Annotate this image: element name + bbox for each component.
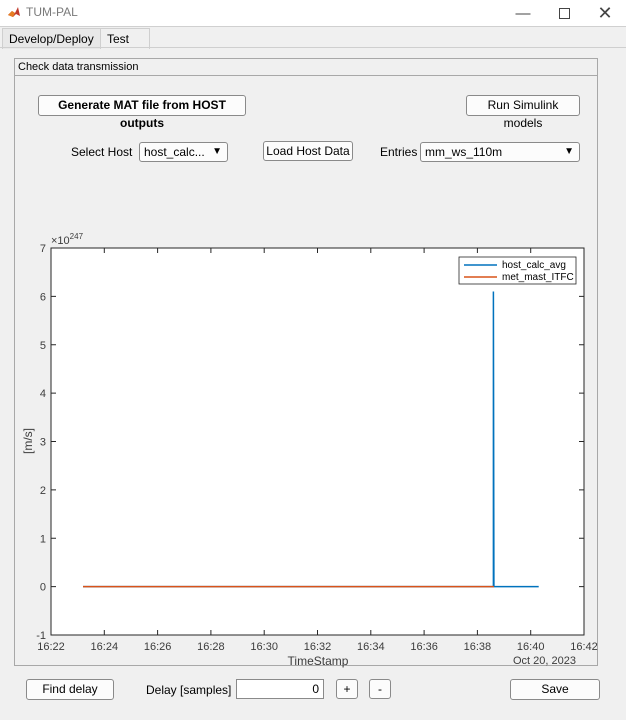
x-axis-date-label: Oct 20, 2023 <box>513 655 576 667</box>
x-tick-label: 16:24 <box>91 641 119 653</box>
x-tick-label: 16:36 <box>410 641 438 653</box>
titlebar-separator <box>0 26 626 27</box>
y-tick-label: 5 <box>40 340 46 352</box>
panel-title: Check data transmission <box>18 61 139 73</box>
y-tick-label: 2 <box>40 485 46 497</box>
y-tick-label: 0 <box>40 582 46 594</box>
run-simulink-button[interactable]: Run Simulink models <box>466 95 580 130</box>
x-tick-label: 16:26 <box>144 641 172 653</box>
x-tick-label: 16:32 <box>304 641 332 653</box>
decrement-button[interactable]: - <box>369 679 391 699</box>
legend-box <box>458 256 577 285</box>
maximize-icon[interactable] <box>544 0 584 26</box>
x-tick-label: 16:40 <box>517 641 545 653</box>
load-host-data-button[interactable]: Load Host Data <box>263 141 353 161</box>
entries-dropdown-value: mm_ws_110m <box>425 145 503 159</box>
generate-mat-button[interactable]: Generate MAT file from HOST outputs <box>38 95 246 130</box>
close-icon[interactable]: ✕ <box>597 2 613 23</box>
increment-button[interactable]: + <box>336 679 358 699</box>
plot-frame <box>50 247 585 636</box>
y-axis-label: [m/s] <box>21 428 35 454</box>
y-exponent-label: ×10247 <box>51 232 84 247</box>
check-data-panel <box>14 58 598 666</box>
entries-label: Entries <box>380 145 418 159</box>
minimize-icon[interactable]: — <box>515 4 531 22</box>
legend-label-host-calc-avg: host_calc_avg <box>502 260 566 271</box>
y-tick-label: 4 <box>40 388 46 400</box>
legend-label-met-mast-itfc: met_mast_ITFC <box>502 272 574 283</box>
host-dropdown[interactable]: host_calc... ▼ <box>139 142 228 162</box>
entries-dropdown[interactable]: mm_ws_110m ▼ <box>420 142 580 162</box>
legend: host_calc_avg met_mast_ITFC <box>458 256 577 285</box>
x-tick-label: 16:30 <box>250 641 278 653</box>
y-exponent-power: 247 <box>70 232 84 241</box>
chevron-down-icon: ▼ <box>564 146 574 157</box>
window-title: TUM-PAL <box>26 5 78 19</box>
plot-area <box>51 248 584 635</box>
find-delay-button[interactable]: Find delay <box>26 679 114 700</box>
chevron-down-icon: ▼ <box>212 146 222 157</box>
y-tick-label: 1 <box>40 533 46 545</box>
tab-test[interactable]: Test <box>100 28 150 49</box>
delay-label: Delay [samples] <box>146 683 232 697</box>
y-tick-label: 6 <box>40 291 46 303</box>
x-tick-label: 16:38 <box>464 641 492 653</box>
tab-strip-line <box>0 47 626 48</box>
y-tick-label: 7 <box>40 243 46 255</box>
tab-develop-deploy[interactable]: Develop/Deploy <box>2 28 112 49</box>
y-tick-label: -1 <box>36 630 46 642</box>
matlab-icon <box>7 5 21 19</box>
select-host-label: Select Host <box>71 145 133 159</box>
x-tick-label: 16:42 <box>570 641 598 653</box>
x-tick-label: 16:28 <box>197 641 225 653</box>
delay-input[interactable]: 0 <box>236 679 324 699</box>
x-tick-label: 16:34 <box>357 641 385 653</box>
save-button[interactable]: Save <box>510 679 600 700</box>
panel-title-divider <box>14 75 598 76</box>
y-tick-label: 3 <box>40 437 46 449</box>
x-axis-label: TimeStamp <box>288 654 349 668</box>
host-dropdown-value: host_calc... <box>144 145 205 159</box>
x-tick-label: 16:22 <box>37 641 65 653</box>
title-bar: TUM-PAL — ✕ <box>0 0 626 26</box>
